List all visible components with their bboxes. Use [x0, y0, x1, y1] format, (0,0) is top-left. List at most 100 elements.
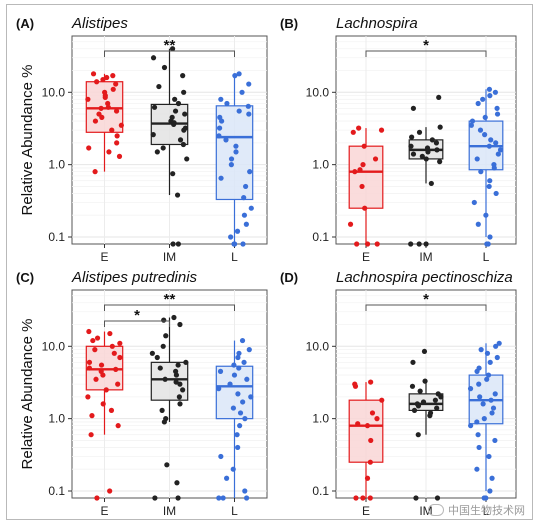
data-point [424, 145, 431, 151]
data-point [86, 359, 93, 365]
data-point [163, 333, 169, 339]
box-body [348, 399, 384, 463]
data-point [429, 137, 435, 143]
data-point [224, 100, 230, 107]
data-point [103, 387, 109, 393]
data-point [487, 488, 493, 494]
data-point [482, 132, 488, 138]
y-tick-label: 1.0 [312, 412, 329, 426]
data-point [110, 86, 116, 92]
data-point [481, 416, 487, 422]
data-point [150, 132, 156, 138]
data-point [164, 462, 170, 468]
panel-label: (B) [280, 16, 298, 31]
data-point [486, 453, 492, 460]
data-point [92, 169, 98, 175]
data-point [410, 105, 417, 111]
data-point [234, 432, 240, 438]
data-point [361, 143, 367, 149]
box-body [348, 145, 384, 209]
data-point [216, 125, 223, 131]
data-point [171, 314, 177, 321]
data-point [372, 156, 379, 162]
data-point [177, 137, 184, 143]
data-point [176, 394, 182, 400]
data-point [239, 89, 245, 95]
data-point [356, 125, 362, 131]
data-point [175, 362, 181, 368]
x-tick-label: L [483, 250, 490, 264]
data-point [468, 423, 474, 429]
data-point [434, 495, 441, 501]
data-point [233, 149, 239, 155]
data-point [149, 350, 155, 356]
data-point [100, 401, 106, 407]
data-point [425, 149, 431, 155]
data-point [216, 386, 222, 392]
data-point [228, 156, 235, 162]
data-point [494, 111, 501, 117]
data-point [434, 147, 440, 153]
figure-frame [6, 4, 533, 520]
data-point [483, 212, 489, 218]
data-point [161, 419, 167, 425]
data-point [360, 495, 366, 501]
data-point [379, 397, 385, 403]
data-point [367, 459, 373, 465]
data-point [94, 495, 100, 501]
significance-label: ** [164, 37, 176, 54]
data-point [410, 359, 416, 365]
significance-label: * [134, 307, 140, 324]
data-point [86, 328, 92, 335]
data-point [161, 64, 168, 71]
data-point [107, 488, 113, 494]
data-point [480, 401, 486, 407]
data-point [489, 475, 495, 481]
data-point [486, 183, 492, 190]
data-point [173, 372, 180, 378]
data-point [248, 205, 254, 211]
data-point [172, 108, 179, 114]
data-point [182, 111, 188, 117]
data-point [218, 453, 224, 460]
data-point [181, 89, 187, 95]
data-point [245, 103, 251, 109]
data-point [107, 330, 113, 337]
data-point [169, 46, 176, 52]
data-point [174, 192, 181, 198]
significance-label: * [423, 291, 429, 308]
data-point [353, 495, 359, 501]
data-point [154, 354, 160, 361]
data-point [174, 480, 180, 486]
data-point [486, 86, 493, 92]
y-axis-label: Relative Abundance % [19, 65, 36, 216]
data-point [223, 137, 229, 143]
data-point [485, 241, 491, 247]
data-point [413, 495, 419, 501]
watermark: 中国生物技术网 [428, 502, 525, 518]
data-point [468, 122, 474, 128]
data-point [433, 140, 440, 146]
data-point [177, 401, 183, 407]
data-point [409, 134, 415, 140]
data-point [242, 488, 248, 494]
y-tick-label: 0.1 [312, 484, 329, 498]
data-point [485, 372, 492, 378]
data-point [116, 153, 123, 159]
panel-label: (A) [16, 16, 34, 31]
data-point [231, 241, 237, 247]
data-point [114, 140, 120, 146]
data-point [228, 162, 234, 168]
data-point [240, 399, 246, 405]
data-point [243, 183, 249, 190]
data-point [355, 421, 361, 427]
x-tick-label: E [362, 250, 370, 264]
data-point [234, 228, 241, 234]
data-point [246, 111, 252, 117]
data-point [111, 350, 117, 356]
wechat-icon [428, 504, 444, 516]
significance-bracket [104, 320, 170, 327]
data-point [494, 354, 500, 361]
data-point [374, 416, 380, 422]
data-point [497, 147, 504, 153]
